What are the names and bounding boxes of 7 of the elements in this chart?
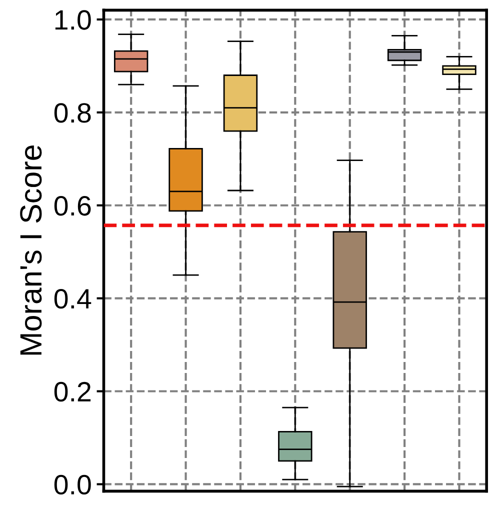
y-tick-label: 0.8 bbox=[54, 103, 91, 123]
y-tick-label: 0.6 bbox=[54, 196, 91, 216]
y-axis-title: Moran's I Score bbox=[20, 146, 42, 355]
y-tick-label: 0.2 bbox=[54, 382, 91, 402]
y-tick-label: 0.4 bbox=[54, 288, 92, 309]
y-tick-label: 0.0 bbox=[54, 474, 91, 495]
y-tick-label: 1.0 bbox=[55, 10, 91, 30]
